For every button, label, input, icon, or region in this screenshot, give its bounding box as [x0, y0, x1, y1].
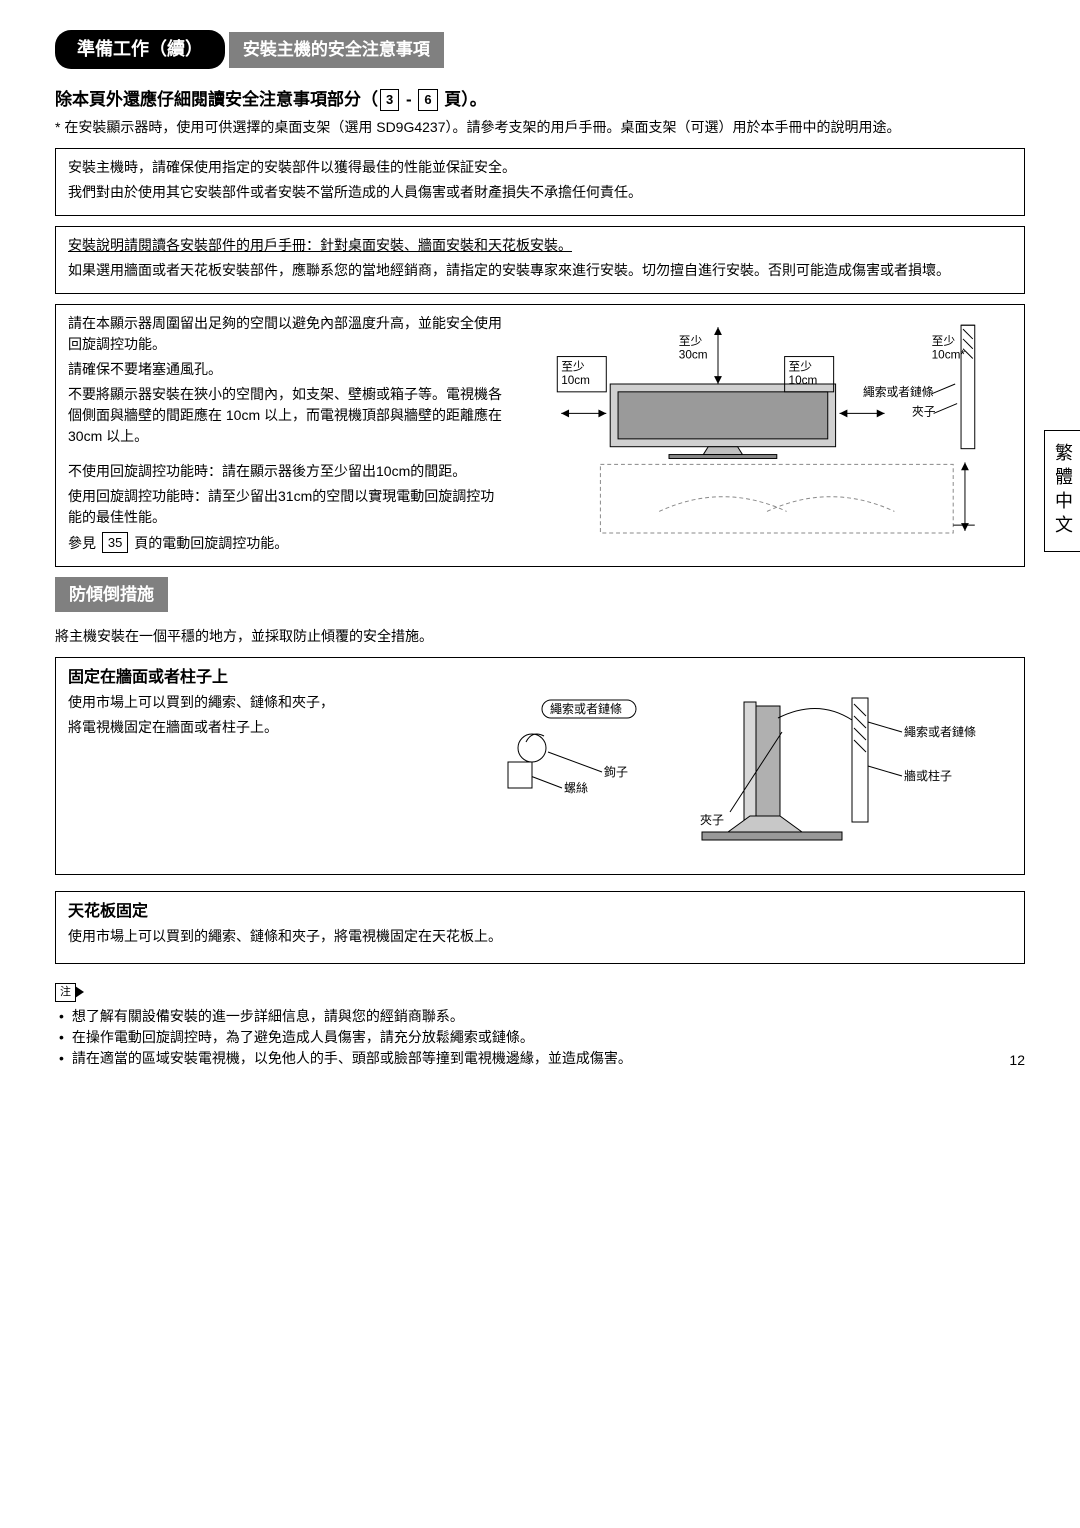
dia-10-r: 至少10cm — [789, 360, 818, 387]
note-item: 在操作電動回旋調控時，為了避免造成人員傷害，請充分放鬆繩索或鏈條。 — [59, 1027, 1025, 1048]
svg-text:鉤子: 鉤子 — [604, 764, 628, 779]
main-heading: 除本頁外還應仔細閱讀安全注意事項部分（3 - 6 頁）。 — [55, 87, 1025, 113]
svg-text:夾子: 夾子 — [700, 813, 724, 827]
spacing-p6a: 參見 — [68, 535, 100, 551]
fix-heading: 固定在牆面或者柱子上 — [68, 666, 1012, 690]
sec2-intro: 將主機安裝在一個平穩的地方，並採取防止傾覆的安全措施。 — [55, 626, 1025, 647]
spacing-p4: 不使用回旋調控功能時：請在顯示器後方至少留出10cm的間距。 — [68, 461, 508, 482]
info-box-2: 安裝說明請閱讀各安裝部件的用戶手冊：針對桌面安裝、牆面安裝和天花板安裝。 如果選… — [55, 226, 1025, 294]
spacing-p2: 請確保不要堵塞通風孔。 — [68, 359, 508, 380]
ceil-heading: 天花板固定 — [68, 900, 1012, 924]
spacing-p1: 請在本顯示器周圍留出足夠的空間以避免內部溫度升高，並能安全使用回旋調控功能。 — [68, 313, 508, 355]
section-heading-1: 安裝主機的安全注意事項 — [229, 32, 444, 68]
language-tab: 繁體中文 — [1044, 430, 1080, 552]
clearance-diagram: 至少10cm 至少30cm 至少10cm 至少10cm* 繩索或者鏈條 夾子 — [522, 313, 1012, 558]
notes-list: 想了解有關設備安裝的進一步詳細信息，請與您的經銷商聯系。 在操作電動回旋調控時，… — [55, 1006, 1025, 1069]
box2-line2: 如果選用牆面或者天花板安裝部件，應聯系您的當地經銷商，請指定的安裝專家來進行安裝… — [68, 260, 1012, 281]
spacing-p6: 參見 35 頁的電動回旋調控功能。 — [68, 532, 508, 554]
dia-rope: 繩索或者鏈條 — [863, 384, 934, 398]
dia-10s: 至少10cm* — [932, 334, 966, 361]
svg-text:牆或柱子: 牆或柱子 — [904, 768, 952, 783]
asterisk-note: * 在安裝顯示器時，使用可供選擇的桌面支架（選用 SD9G4237）。請參考支架… — [55, 117, 1025, 138]
box1-line1: 安裝主機時，請確保使用指定的安裝部件以獲得最佳的性能並保証安全。 — [68, 157, 1012, 178]
section-heading-2: 防傾倒措施 — [55, 577, 168, 613]
page-ref-35: 35 — [102, 532, 128, 554]
spacing-p6b: 頁的電動回旋調控功能。 — [130, 535, 288, 551]
wall-fix-box: 固定在牆面或者柱子上 使用市場上可以買到的繩索、鏈條和夾子， 將電視機固定在牆面… — [55, 657, 1025, 875]
main-heading-a: 除本頁外還應仔細閱讀安全注意事項部分（ — [55, 90, 378, 109]
page-number: 12 — [1009, 1050, 1025, 1071]
spacing-box: 請在本顯示器周圍留出足夠的空間以避免內部溫度升高，並能安全使用回旋調控功能。 請… — [55, 304, 1025, 567]
svg-text:螺絲: 螺絲 — [564, 780, 588, 795]
page-ref-6: 6 — [418, 89, 437, 111]
main-heading-c: 頁）。 — [440, 90, 487, 109]
main-heading-b: - — [401, 90, 416, 109]
svg-text:繩索或者鏈條: 繩索或者鏈條 — [550, 701, 622, 716]
note-item: 想了解有關設備安裝的進一步詳細信息，請與您的經銷商聯系。 — [59, 1006, 1025, 1027]
fix-l1: 使用市場上可以買到的繩索、鏈條和夾子， — [68, 692, 438, 713]
info-box-1: 安裝主機時，請確保使用指定的安裝部件以獲得最佳的性能並保証安全。 我們對由於使用… — [55, 148, 1025, 216]
dia-30: 至少30cm — [679, 334, 708, 361]
ceiling-fix-box: 天花板固定 使用市場上可以買到的繩索、鏈條和夾子，將電視機固定在天花板上。 — [55, 891, 1025, 964]
ceil-text: 使用市場上可以買到的繩索、鏈條和夾子，將電視機固定在天花板上。 — [68, 926, 1012, 947]
box1-line2: 我們對由於使用其它安裝部件或者安裝不當所造成的人員傷害或者財產損失不承擔任何責任… — [68, 182, 1012, 203]
dia-clip: 夾子 — [912, 405, 936, 418]
fix-diagram: 繩索或者鏈條 鉤子 螺絲 繩索或者鏈條 — [452, 692, 1012, 862]
page-ref-3: 3 — [380, 89, 399, 111]
fix-l2: 將電視機固定在牆面或者柱子上。 — [68, 717, 438, 738]
note-tag: 注 — [55, 983, 76, 1002]
box2-line1: 安裝說明請閱讀各安裝部件的用戶手冊：針對桌面安裝、牆面安裝和天花板安裝。 — [68, 235, 1012, 256]
spacing-p3: 不要將顯示器安裝在狹小的空間內，如支架、壁櫥或箱子等。電視機各個側面與牆壁的間距… — [68, 384, 508, 447]
note-item: 請在適當的區域安裝電視機，以免他人的手、頭部或臉部等撞到電視機邊緣，並造成傷害。 — [59, 1048, 1025, 1069]
dia-10-l: 至少10cm — [561, 360, 590, 387]
chapter-pill: 準備工作（續） — [55, 30, 225, 69]
svg-text:繩索或者鏈條: 繩索或者鏈條 — [904, 724, 976, 739]
spacing-p5: 使用回旋調控功能時：請至少留出31cm的空間以實現電動回旋調控功能的最佳性能。 — [68, 486, 508, 528]
